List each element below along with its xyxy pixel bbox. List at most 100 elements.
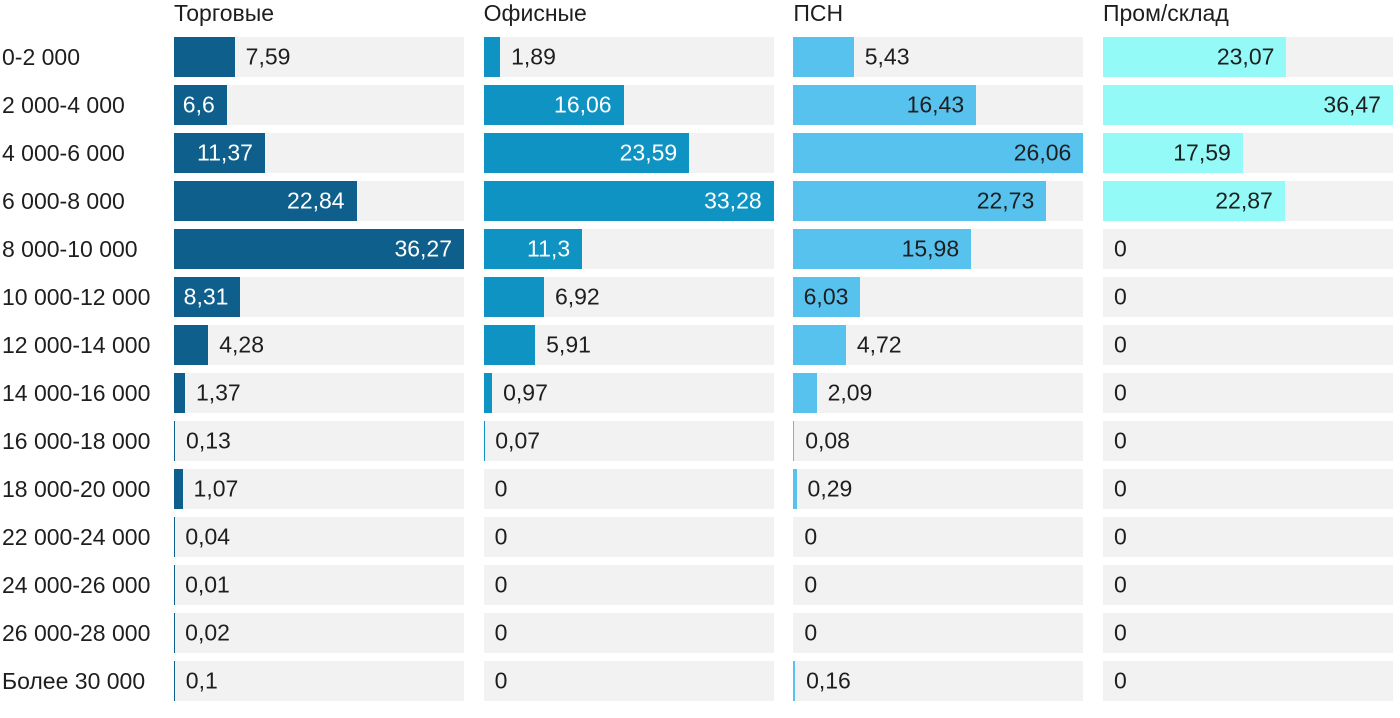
bar-track: 0 bbox=[1102, 613, 1393, 653]
bar-value-label: 0 bbox=[1113, 379, 1127, 406]
bar-value-label: 4,28 bbox=[219, 331, 264, 358]
bar-cell-psn: 16,43 bbox=[793, 85, 1084, 125]
bar[interactable]: 23,59 bbox=[483, 133, 690, 173]
bar[interactable] bbox=[793, 373, 817, 413]
bar[interactable]: 6,6 bbox=[174, 85, 227, 125]
bar-cell-prom-sklad: 0 bbox=[1102, 277, 1393, 317]
bar-cell-ofisnye: 0,07 bbox=[483, 421, 774, 461]
bar[interactable]: 11,37 bbox=[174, 133, 265, 173]
bar-cell-psn: 5,43 bbox=[793, 37, 1084, 77]
bar[interactable] bbox=[174, 661, 175, 701]
bar[interactable]: 22,84 bbox=[174, 181, 357, 221]
bar[interactable]: 11,3 bbox=[483, 229, 583, 269]
bar[interactable] bbox=[483, 373, 493, 413]
bar[interactable] bbox=[483, 325, 536, 365]
bar-value-label: 0 bbox=[494, 475, 508, 502]
bar-value-label: 0 bbox=[804, 571, 818, 598]
bar[interactable] bbox=[483, 421, 485, 461]
bar-cell-psn: 4,72 bbox=[793, 325, 1084, 365]
bar[interactable]: 36,47 bbox=[1102, 85, 1393, 125]
row-label: 16 000-18 000 bbox=[2, 427, 151, 454]
bar-track: 23,59 bbox=[483, 133, 774, 173]
bar[interactable] bbox=[793, 421, 795, 461]
header-row: Торговые Офисные ПСН Пром/склад bbox=[0, 0, 1400, 29]
bar-cell-prom-sklad: 17,59 bbox=[1102, 133, 1393, 173]
bar-cell-torgovye: 0,02 bbox=[174, 613, 464, 653]
bar-value-label: 0 bbox=[804, 523, 818, 550]
row-label: Более 30 000 bbox=[2, 667, 146, 694]
bar[interactable]: 6,03 bbox=[793, 277, 861, 317]
bar-cell-ofisnye: 0 bbox=[483, 469, 774, 509]
bar[interactable]: 23,07 bbox=[1102, 37, 1287, 77]
chart-row: 0-2 000 7,59 1,89 5,43 23,07 bbox=[0, 37, 1400, 77]
bar-value-label: 36,47 bbox=[1323, 91, 1381, 118]
bar[interactable] bbox=[483, 277, 544, 317]
bar-track: 0 bbox=[483, 661, 774, 701]
bar[interactable] bbox=[174, 469, 183, 509]
bar[interactable] bbox=[174, 373, 185, 413]
bar[interactable] bbox=[174, 37, 235, 77]
bar[interactable] bbox=[483, 37, 501, 77]
bar-track: 6,92 bbox=[483, 277, 774, 317]
bar[interactable]: 15,98 bbox=[793, 229, 972, 269]
bar-track: 0,1 bbox=[174, 661, 464, 701]
bar[interactable]: 17,59 bbox=[1102, 133, 1243, 173]
bar-value-label: 36,27 bbox=[394, 235, 452, 262]
row-label: 10 000-12 000 bbox=[2, 283, 151, 310]
bar-cell-ofisnye: 11,3 bbox=[483, 229, 774, 269]
bar-track: 0,29 bbox=[793, 469, 1084, 509]
bar-track: 0 bbox=[1102, 469, 1393, 509]
bar-cell-ofisnye: 23,59 bbox=[483, 133, 774, 173]
bar-cell-torgovye: 0,1 bbox=[174, 661, 464, 701]
row-label: 8 000-10 000 bbox=[2, 235, 138, 262]
bar-track: 36,47 bbox=[1102, 85, 1393, 125]
bar[interactable]: 16,43 bbox=[793, 85, 977, 125]
bar[interactable] bbox=[793, 325, 846, 365]
bar-value-label: 0 bbox=[494, 523, 508, 550]
bar[interactable]: 8,31 bbox=[174, 277, 241, 317]
bar-cell-torgovye: 0,13 bbox=[174, 421, 464, 461]
bar-track: 0 bbox=[1102, 373, 1393, 413]
bar-value-label: 17,59 bbox=[1173, 139, 1231, 166]
bar-value-label: 8,31 bbox=[183, 283, 229, 310]
bar-track: 11,3 bbox=[483, 229, 774, 269]
bar-track: 2,09 bbox=[793, 373, 1084, 413]
bar-value-label: 33,28 bbox=[704, 187, 762, 214]
bar-cell-prom-sklad: 0 bbox=[1102, 325, 1393, 365]
bar[interactable]: 33,28 bbox=[483, 181, 774, 221]
bar-track: 0,01 bbox=[174, 565, 464, 605]
bar-track: 0 bbox=[793, 517, 1084, 557]
bar-track: 16,43 bbox=[793, 85, 1084, 125]
bar-cell-prom-sklad: 23,07 bbox=[1102, 37, 1393, 77]
bar-value-label: 23,59 bbox=[619, 139, 678, 166]
bar-track: 0,04 bbox=[174, 517, 464, 557]
column-header-torgovye: Торговые bbox=[174, 0, 275, 26]
bar-value-label: 0 bbox=[1113, 331, 1127, 358]
bar-track: 23,07 bbox=[1102, 37, 1393, 77]
bar-value-label: 7,59 bbox=[245, 43, 291, 70]
bar[interactable]: 22,73 bbox=[793, 181, 1047, 221]
bar-value-label: 0,07 bbox=[495, 427, 541, 454]
bar[interactable] bbox=[174, 421, 176, 461]
bar[interactable]: 26,06 bbox=[793, 133, 1084, 173]
bar-cell-torgovye: 0,01 bbox=[174, 565, 464, 605]
row-label: 0-2 000 bbox=[2, 43, 81, 70]
bar[interactable] bbox=[793, 661, 796, 701]
bar[interactable]: 36,27 bbox=[174, 229, 464, 269]
bar-value-label: 22,87 bbox=[1215, 187, 1273, 214]
column-header-ofisnye: Офисные bbox=[483, 0, 587, 26]
bar-cell-torgovye: 6,6 bbox=[174, 85, 464, 125]
bar-cell-torgovye: 7,59 bbox=[174, 37, 464, 77]
bar[interactable] bbox=[793, 469, 797, 509]
bar[interactable]: 16,06 bbox=[483, 85, 624, 125]
bar[interactable] bbox=[793, 37, 854, 77]
bar-cell-prom-sklad: 36,47 bbox=[1102, 85, 1393, 125]
bar[interactable]: 22,87 bbox=[1102, 181, 1285, 221]
bar-value-label: 26,06 bbox=[1013, 139, 1072, 166]
bar-value-label: 0 bbox=[1113, 475, 1127, 502]
bar-value-label: 6,03 bbox=[803, 283, 849, 310]
bar[interactable] bbox=[174, 325, 209, 365]
bar-track: 0 bbox=[1102, 277, 1393, 317]
bar-cell-torgovye: 8,31 bbox=[174, 277, 464, 317]
bar-value-label: 22,84 bbox=[287, 187, 345, 214]
